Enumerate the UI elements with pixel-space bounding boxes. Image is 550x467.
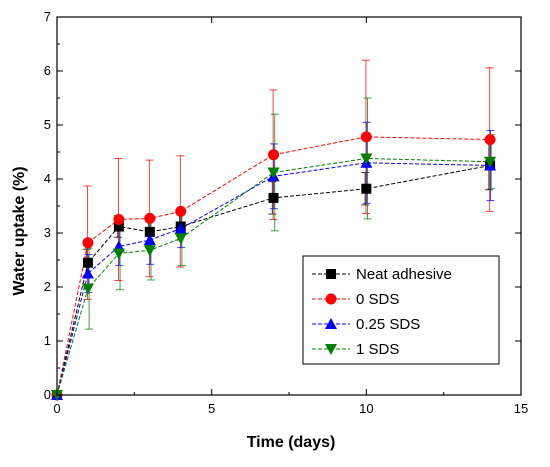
legend-item-neat-adhesive: Neat adhesive (312, 266, 452, 283)
legend-marker (326, 269, 336, 279)
data-point-1-sds (81, 283, 94, 295)
data-point-0-sds (484, 134, 496, 146)
series-line-0-sds (56, 136, 491, 396)
data-point-0-sds (82, 237, 94, 249)
data-point-1-sds (267, 167, 280, 179)
data-point-0-25-sds (174, 222, 187, 234)
data-point-neat-adhesive (144, 226, 155, 237)
series-markers (51, 131, 497, 401)
x-tick-label: 10 (359, 401, 373, 416)
legend-label: 1 SDS (356, 341, 399, 358)
data-point-0-25-sds (81, 267, 94, 279)
legend-marker (325, 293, 337, 305)
data-point-0-sds (144, 212, 156, 224)
x-axis-title: Time (days) (247, 434, 336, 451)
legend: Neat adhesive 0 SDS 0.25 SDS 1 SDS (302, 255, 500, 365)
legend-item-0-25-sds: 0.25 SDS (312, 316, 420, 333)
y-tick-label: 7 (44, 9, 51, 24)
series-lines (56, 136, 491, 396)
data-point-0-sds (175, 205, 187, 217)
data-point-0-sds (268, 149, 280, 161)
data-point-0-sds (113, 214, 125, 225)
y-tick-label: 4 (44, 171, 51, 186)
data-point-neat-adhesive (268, 192, 279, 203)
data-point-0-25-sds (143, 234, 156, 246)
data-point-neat-adhesive (361, 183, 372, 194)
data-point-neat-adhesive (82, 257, 93, 268)
y-axis-title: Water uptake (%) (11, 166, 28, 295)
x-tick-label: 0 (53, 401, 60, 416)
legend-marker (325, 344, 337, 355)
data-point-1-sds (112, 248, 125, 260)
legend-label: 0 SDS (356, 291, 399, 308)
data-point-neat-adhesive (113, 221, 124, 232)
y-tick-label: 6 (44, 63, 51, 78)
y-tick-label: 5 (44, 117, 51, 132)
legend-item-1-sds: 1 SDS (312, 341, 399, 358)
legend-label: Neat adhesive (356, 266, 452, 283)
axes (56, 16, 522, 396)
legend-marker (325, 318, 337, 329)
legend-item-0-sds: 0 SDS (312, 291, 399, 308)
legend-label: 0.25 SDS (356, 316, 420, 333)
x-tick-label: 15 (514, 401, 528, 416)
y-tick-label: 2 (44, 279, 51, 294)
series-line-0-25-sds (56, 162, 491, 396)
y-tick-label: 0 (44, 387, 51, 402)
data-point-1-sds (360, 153, 373, 165)
y-tick-label: 3 (44, 225, 51, 240)
data-point-1-sds (174, 233, 187, 245)
x-tick-label: 5 (208, 401, 215, 416)
series-line-neat-adhesive (56, 165, 491, 396)
tick-labels: 0 5 10 15 0 1 2 3 4 5 6 7 (44, 9, 528, 416)
y-tick-label: 1 (44, 333, 51, 348)
series-line-1-sds (56, 157, 491, 396)
data-point-0-sds (360, 131, 372, 143)
data-point-1-sds (484, 156, 497, 168)
data-point-1-sds (143, 245, 156, 257)
